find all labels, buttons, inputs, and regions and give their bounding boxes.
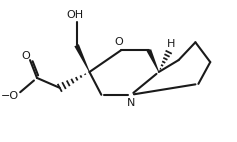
Polygon shape — [147, 49, 159, 72]
Text: −O: −O — [1, 91, 19, 101]
Text: N: N — [127, 98, 135, 108]
Text: H: H — [166, 39, 175, 49]
Text: O: O — [22, 51, 30, 61]
Text: O: O — [115, 37, 123, 47]
Polygon shape — [74, 44, 90, 72]
Text: OH: OH — [66, 10, 83, 20]
